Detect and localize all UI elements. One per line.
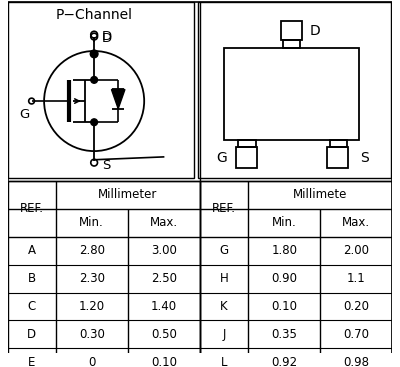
Circle shape — [90, 50, 98, 58]
Text: 0.50: 0.50 — [151, 328, 177, 341]
Text: 2.80: 2.80 — [79, 244, 105, 257]
Text: D: D — [310, 24, 320, 38]
Text: G: G — [19, 108, 29, 121]
Text: Max.: Max. — [342, 216, 370, 229]
Text: 0.92: 0.92 — [271, 356, 297, 367]
Text: 0.10: 0.10 — [271, 300, 297, 313]
Text: 0.10: 0.10 — [151, 356, 177, 367]
Text: Max.: Max. — [150, 216, 178, 229]
Text: 3.00: 3.00 — [151, 244, 177, 257]
Text: D: D — [102, 32, 112, 45]
Text: P−Channel: P−Channel — [56, 8, 133, 22]
Text: L: L — [221, 356, 227, 367]
Text: S: S — [360, 151, 368, 165]
Bar — [238, 139, 256, 147]
Text: Min.: Min. — [79, 216, 104, 229]
Text: E: E — [28, 356, 35, 367]
Text: K: K — [220, 300, 228, 313]
Text: 2.00: 2.00 — [343, 244, 369, 257]
Bar — [327, 147, 348, 168]
Text: 2.50: 2.50 — [151, 272, 177, 285]
Text: Min.: Min. — [272, 216, 296, 229]
Text: Millimete: Millimete — [293, 188, 348, 201]
Text: A: A — [28, 244, 36, 257]
Text: 2.30: 2.30 — [79, 272, 105, 285]
Text: 0: 0 — [88, 356, 96, 367]
Text: 1.20: 1.20 — [79, 300, 105, 313]
Text: D: D — [27, 328, 36, 341]
Text: 0.90: 0.90 — [271, 272, 297, 285]
Circle shape — [91, 119, 98, 126]
Text: D: D — [102, 30, 112, 43]
Bar — [330, 139, 347, 147]
Text: H: H — [220, 272, 228, 285]
Text: REF.: REF. — [212, 202, 236, 215]
Text: S: S — [102, 159, 110, 172]
Text: 0.70: 0.70 — [343, 328, 369, 341]
Bar — [8, 2, 194, 178]
Text: REF.: REF. — [20, 202, 44, 215]
Text: 1.1: 1.1 — [347, 272, 366, 285]
Circle shape — [91, 76, 98, 83]
Bar — [281, 21, 302, 40]
Bar — [283, 40, 300, 48]
Bar — [198, 2, 390, 178]
Bar — [224, 48, 359, 139]
Bar — [236, 147, 257, 168]
Text: Millimeter: Millimeter — [98, 188, 158, 201]
Text: G: G — [220, 244, 229, 257]
Text: 0.20: 0.20 — [343, 300, 369, 313]
Text: J: J — [222, 328, 226, 341]
Text: 0.35: 0.35 — [271, 328, 297, 341]
Text: C: C — [28, 300, 36, 313]
Polygon shape — [112, 90, 125, 109]
Text: 0.98: 0.98 — [343, 356, 369, 367]
Text: 1.80: 1.80 — [271, 244, 297, 257]
Text: 0.30: 0.30 — [79, 328, 105, 341]
Text: B: B — [28, 272, 36, 285]
Text: 1.40: 1.40 — [151, 300, 177, 313]
Text: G: G — [216, 151, 227, 165]
